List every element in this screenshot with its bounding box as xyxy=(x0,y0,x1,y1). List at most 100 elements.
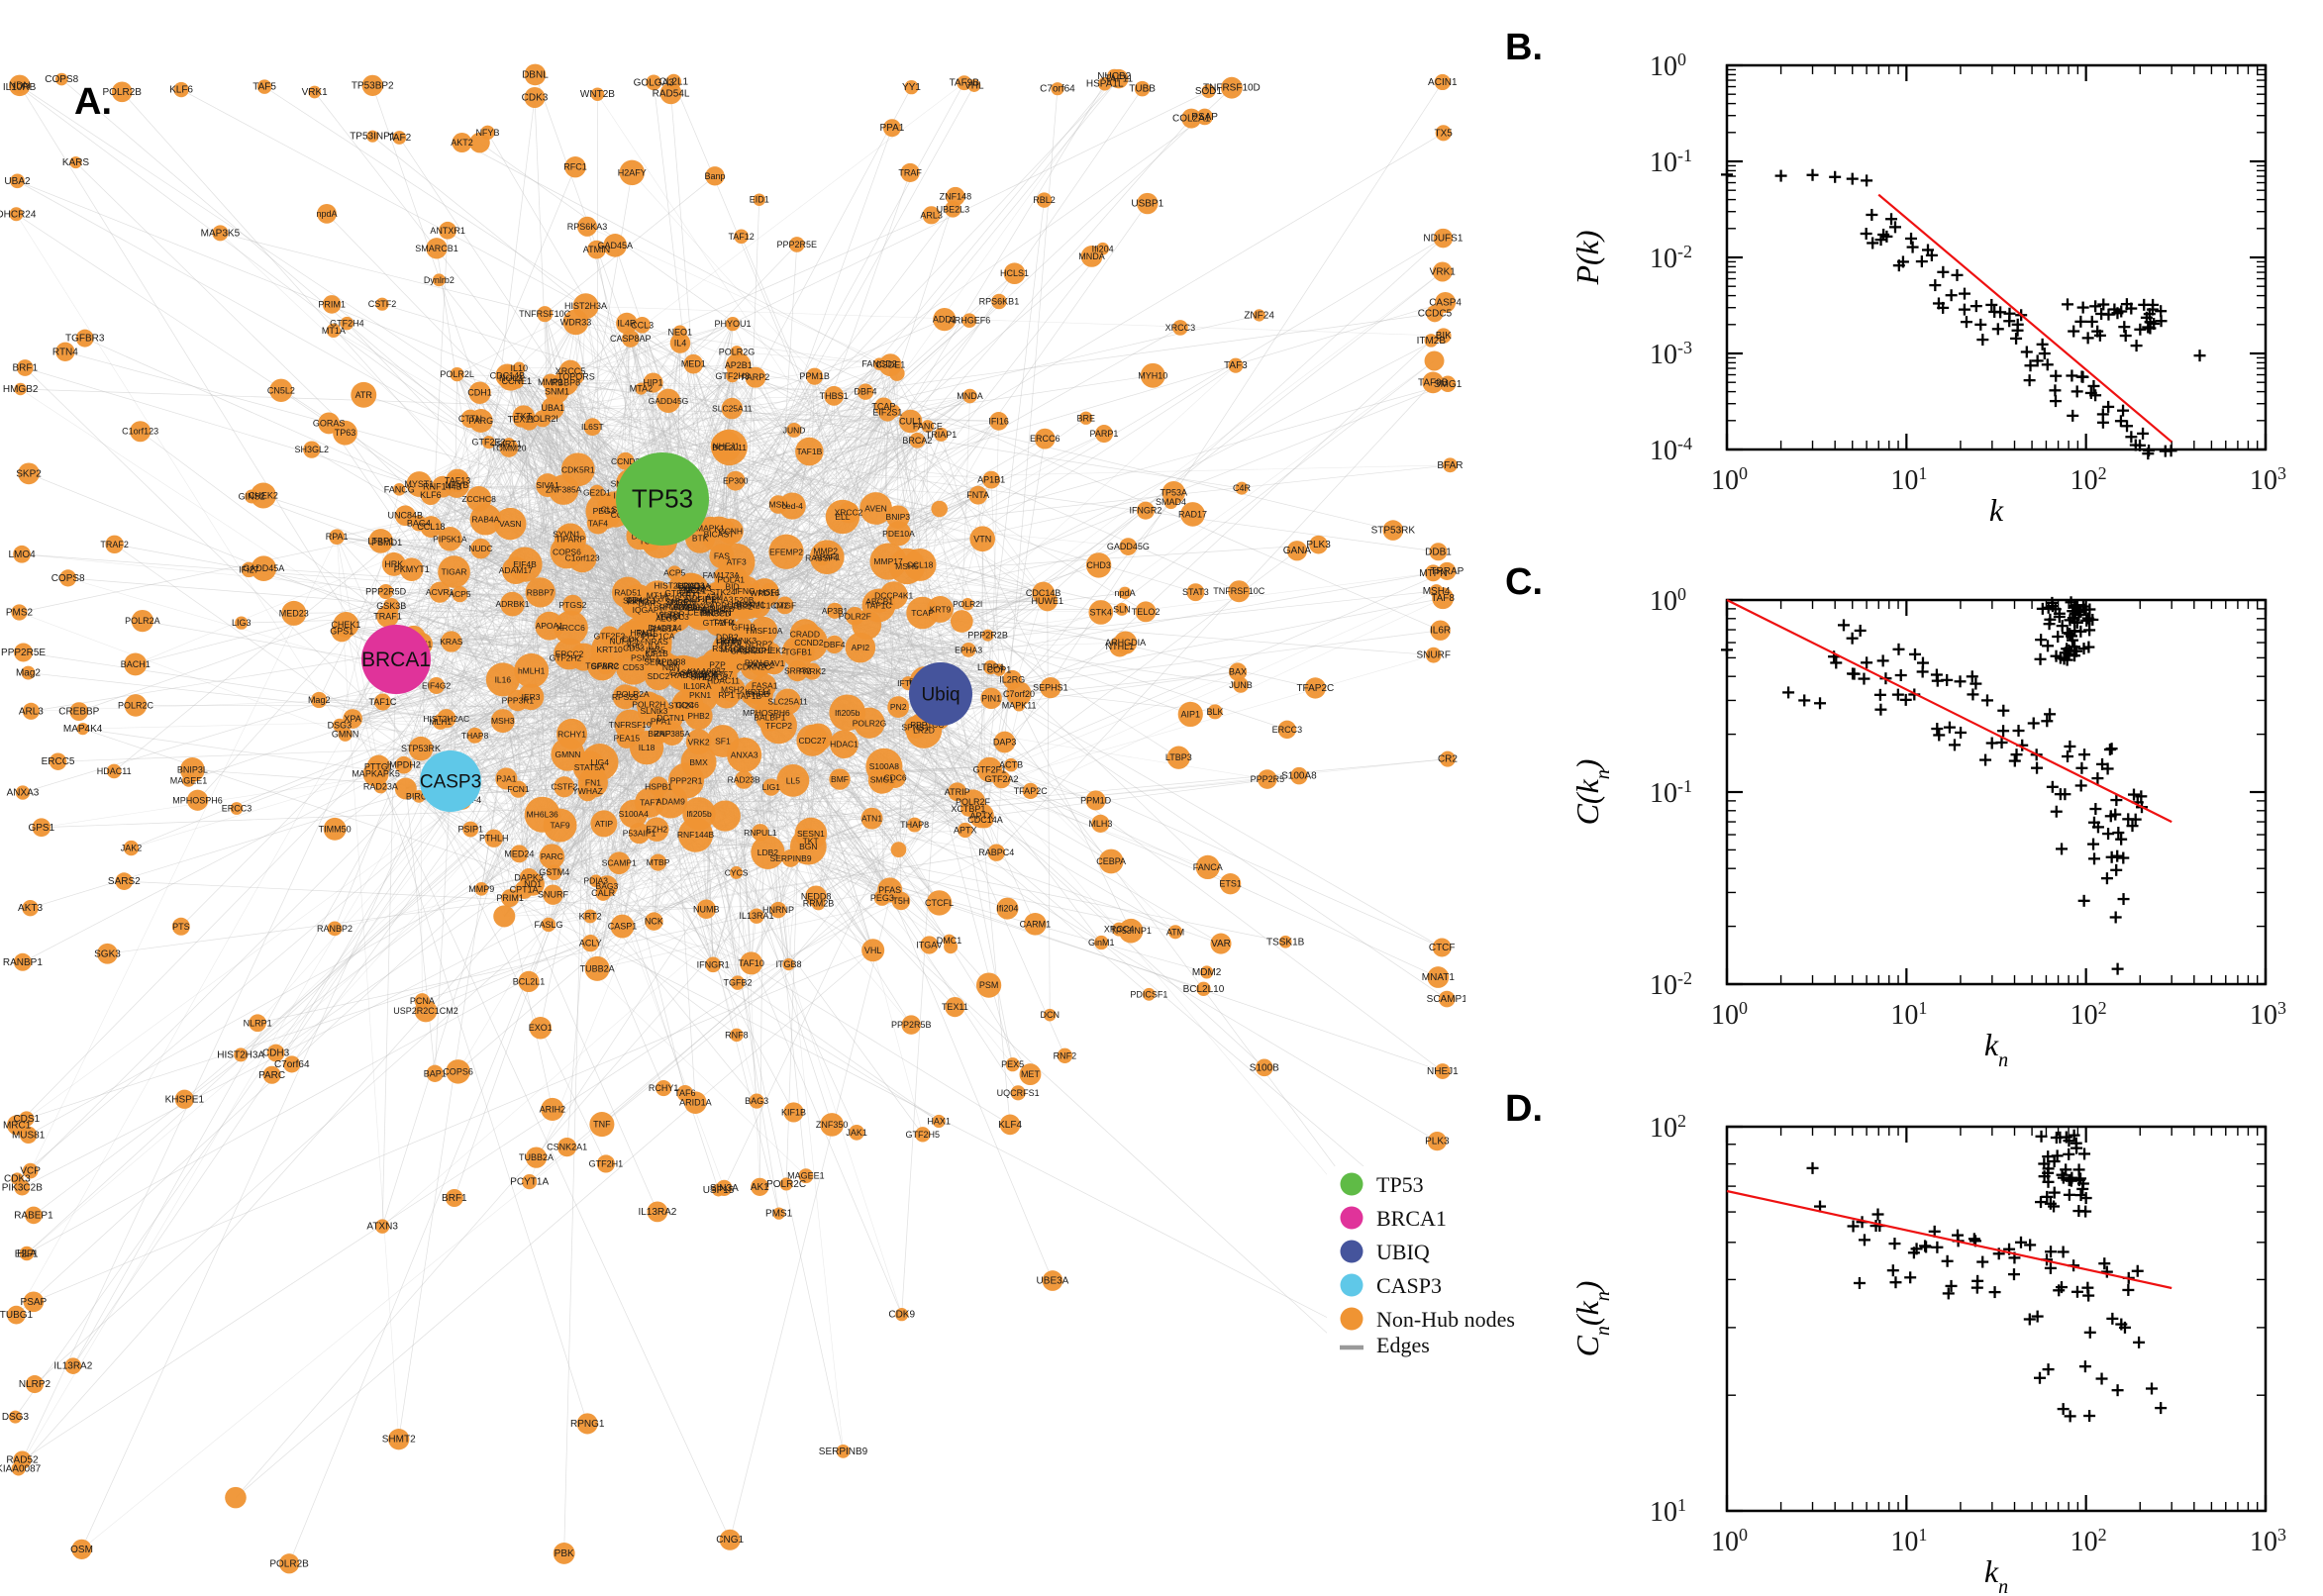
svg-text:NLRP2: NLRP2 xyxy=(19,1379,51,1390)
svg-text:hMLH1: hMLH1 xyxy=(518,665,546,675)
svg-text:MMP9: MMP9 xyxy=(468,884,494,894)
svg-text:PEX5: PEX5 xyxy=(1001,1059,1024,1069)
svg-text:ADRBK1: ADRBK1 xyxy=(496,599,530,609)
svg-text:TKT: TKT xyxy=(515,412,533,422)
svg-text:TELO2: TELO2 xyxy=(1132,607,1161,617)
svg-text:PXN: PXN xyxy=(745,658,761,668)
svg-text:DDB1: DDB1 xyxy=(1425,547,1452,557)
svg-text:10-1: 10-1 xyxy=(1650,776,1692,809)
svg-text:HIST2H3A: HIST2H3A xyxy=(217,1049,264,1060)
svg-text:RP1: RP1 xyxy=(718,690,735,700)
svg-text:MH6L36: MH6L36 xyxy=(527,810,558,820)
svg-text:TIGAR: TIGAR xyxy=(442,567,467,577)
svg-text:VRK1: VRK1 xyxy=(1430,266,1457,277)
svg-text:MET: MET xyxy=(1021,1069,1041,1079)
svg-text:E2F1: E2F1 xyxy=(15,1248,39,1259)
svg-text:SEPHS1: SEPHS1 xyxy=(1033,683,1068,693)
svg-text:Mag2: Mag2 xyxy=(308,695,331,705)
svg-text:CSTF2: CSTF2 xyxy=(368,299,397,309)
svg-text:RNF2: RNF2 xyxy=(1054,1050,1077,1060)
svg-text:LIG1: LIG1 xyxy=(762,782,781,792)
svg-text:PPA1: PPA1 xyxy=(651,717,671,727)
svg-text:PPP2R5E: PPP2R5E xyxy=(777,240,818,249)
svg-text:MNAT1: MNAT1 xyxy=(1422,972,1456,983)
svg-text:USP2R2C1CM2: USP2R2C1CM2 xyxy=(727,600,788,610)
svg-text:BMF: BMF xyxy=(831,774,849,784)
svg-text:RPS6KB1: RPS6KB1 xyxy=(979,297,1020,307)
svg-text:CR2: CR2 xyxy=(1438,754,1458,765)
svg-text:C7orf64: C7orf64 xyxy=(1040,84,1075,95)
svg-text:CEBPZ: CEBPZ xyxy=(687,608,715,618)
svg-text:KRT14: KRT14 xyxy=(745,687,771,697)
svg-text:GTF2H4: GTF2H4 xyxy=(330,319,364,329)
svg-text:RANBP2: RANBP2 xyxy=(317,924,353,934)
svg-text:MTPN: MTPN xyxy=(1419,568,1447,579)
svg-text:CDH1: CDH1 xyxy=(467,388,492,398)
svg-text:ARHGDIA: ARHGDIA xyxy=(1105,638,1146,648)
svg-text:CNG1: CNG1 xyxy=(716,1535,744,1546)
svg-text:PPP2R1: PPP2R1 xyxy=(670,775,703,785)
svg-text:XRCC2: XRCC2 xyxy=(835,508,863,518)
svg-text:npdA: npdA xyxy=(316,209,337,219)
svg-text:HAX1: HAX1 xyxy=(927,1116,951,1126)
svg-text:KLF4: KLF4 xyxy=(998,1120,1022,1131)
svg-text:STK4: STK4 xyxy=(1090,607,1113,617)
svg-text:COP1: COP1 xyxy=(987,665,1012,675)
svg-text:GTF2H3: GTF2H3 xyxy=(715,371,750,381)
svg-text:PPM1D: PPM1D xyxy=(1080,795,1112,805)
svg-text:FCN1: FCN1 xyxy=(507,784,529,794)
svg-text:RBBP7: RBBP7 xyxy=(527,587,555,597)
svg-text:SLN: SLN xyxy=(1113,604,1131,614)
svg-text:TNFRSF10: TNFRSF10 xyxy=(609,720,652,730)
svg-text:PTS: PTS xyxy=(172,922,190,932)
svg-text:RNPUL1: RNPUL1 xyxy=(744,828,777,838)
svg-text:MDM2: MDM2 xyxy=(1192,967,1222,978)
svg-text:UBA2: UBA2 xyxy=(4,176,31,187)
svg-text:SIN3A: SIN3A xyxy=(710,1183,739,1194)
svg-text:101: 101 xyxy=(1890,1525,1927,1557)
svg-text:PPP2R5: PPP2R5 xyxy=(1251,774,1285,784)
svg-text:IL4R: IL4R xyxy=(617,319,637,329)
svg-text:GANA: GANA xyxy=(1283,546,1312,556)
svg-text:SLC25A11: SLC25A11 xyxy=(712,404,753,414)
svg-text:102: 102 xyxy=(2070,1525,2107,1557)
svg-text:RAD17: RAD17 xyxy=(1178,509,1207,519)
svg-text:ERCC3: ERCC3 xyxy=(222,804,252,814)
svg-text:MYH10: MYH10 xyxy=(1138,370,1167,380)
svg-text:IER3: IER3 xyxy=(522,692,541,702)
svg-text:ARHGEF6: ARHGEF6 xyxy=(949,316,991,326)
svg-text:TMSF10A: TMSF10A xyxy=(745,626,783,636)
svg-text:Ifi205b: Ifi205b xyxy=(835,708,860,718)
svg-text:OSM: OSM xyxy=(70,1545,93,1555)
svg-text:HSF1: HSF1 xyxy=(758,587,780,597)
svg-text:C1orf123: C1orf123 xyxy=(565,553,600,563)
svg-text:HIST2H2AC: HIST2H2AC xyxy=(655,580,701,590)
svg-text:KLF6: KLF6 xyxy=(169,85,193,96)
svg-text:ITGB8: ITGB8 xyxy=(775,959,801,969)
svg-text:EPHA3: EPHA3 xyxy=(955,645,982,654)
svg-text:TUBB2A: TUBB2A xyxy=(519,1152,554,1162)
svg-text:npdA: npdA xyxy=(1115,588,1136,598)
svg-text:ZNF24: ZNF24 xyxy=(1244,310,1274,321)
svg-text:IFI16: IFI16 xyxy=(988,416,1009,426)
svg-text:DBNL: DBNL xyxy=(522,69,549,80)
svg-text:SMARCB1: SMARCB1 xyxy=(415,244,458,253)
svg-text:EIF4B: EIF4B xyxy=(513,559,537,569)
svg-text:Banp: Banp xyxy=(704,171,725,181)
svg-text:JAK1: JAK1 xyxy=(846,1128,867,1138)
svg-text:CCDC5: CCDC5 xyxy=(1418,309,1453,320)
svg-text:TP53A: TP53A xyxy=(1161,488,1188,498)
svg-text:ERCC2: ERCC2 xyxy=(556,649,584,659)
svg-text:GSK3B: GSK3B xyxy=(376,601,406,611)
svg-text:PMS1: PMS1 xyxy=(765,1209,793,1220)
svg-text:GADD45A: GADD45A xyxy=(243,563,284,573)
svg-text:THBS1: THBS1 xyxy=(820,391,849,401)
svg-text:SCAMP1: SCAMP1 xyxy=(602,858,637,868)
svg-text:HDAC11: HDAC11 xyxy=(707,676,740,686)
svg-text:ARL3: ARL3 xyxy=(19,706,44,717)
svg-text:PPA1: PPA1 xyxy=(879,123,904,134)
svg-text:CHD3: CHD3 xyxy=(1086,560,1111,570)
svg-text:IL16: IL16 xyxy=(495,674,512,684)
svg-text:SERPINB9: SERPINB9 xyxy=(770,853,812,863)
svg-text:POLR2G: POLR2G xyxy=(719,347,756,356)
